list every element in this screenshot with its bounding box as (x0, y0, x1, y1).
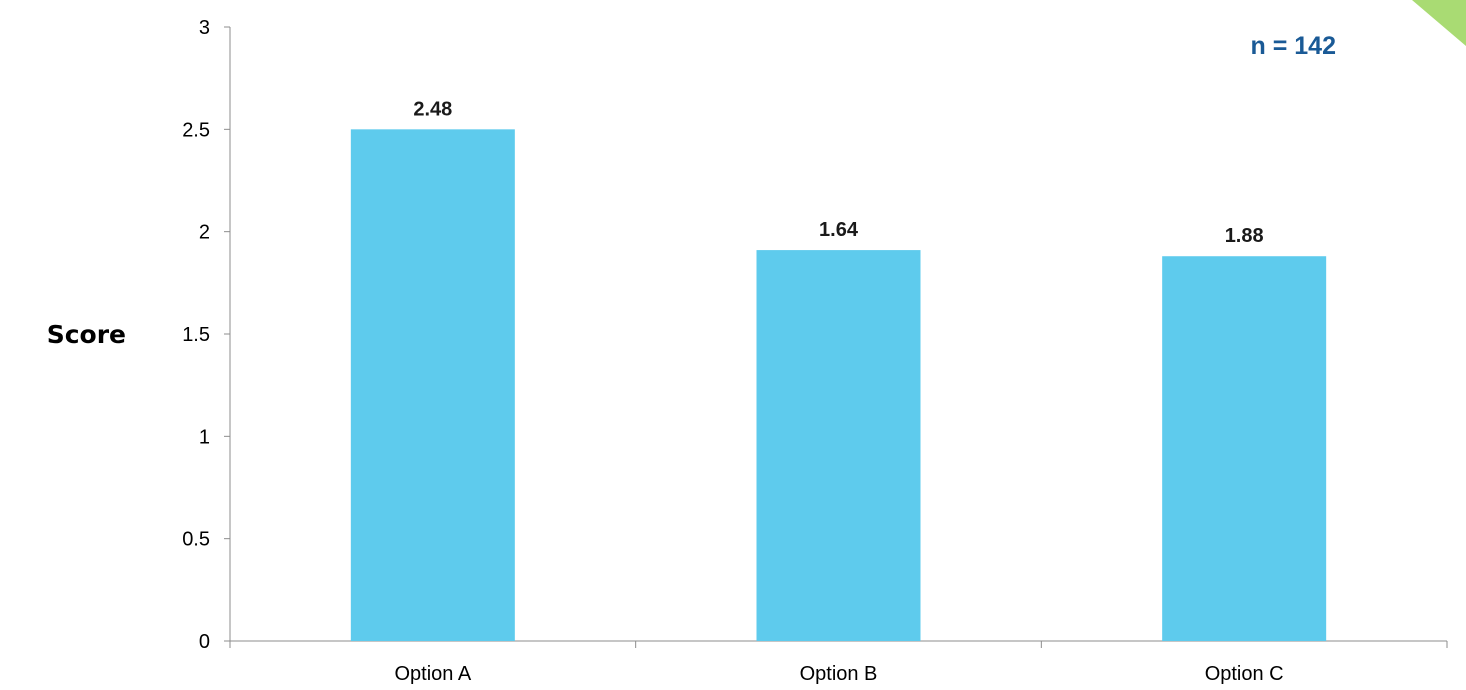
bar (1162, 256, 1327, 641)
corner-accent (1412, 0, 1466, 46)
y-tick-label: 0 (199, 631, 210, 653)
y-tick-label: 0.5 (182, 529, 210, 551)
bar (350, 129, 515, 642)
x-category-label: Option A (394, 663, 471, 685)
y-tick-label: 1.5 (182, 324, 210, 346)
y-tick-label: 1 (199, 426, 210, 448)
bar-value-label: 1.88 (1225, 225, 1264, 247)
bar-value-label: 2.48 (413, 98, 452, 120)
y-tick-label: 3 (199, 17, 210, 39)
bar-value-label: 1.64 (819, 219, 859, 241)
y-tick-label: 2 (199, 222, 210, 244)
y-tick-label: 2.5 (182, 119, 210, 141)
sample-size-annotation: n = 142 (1251, 32, 1336, 60)
y-axis-label: Score (47, 320, 126, 349)
bar (756, 250, 921, 641)
x-category-label: Option B (800, 663, 878, 685)
plot-area: 0 0.5 1 1.5 2 2.5 3 2.48 Option A 1.64 Option B 1.8… (182, 17, 1448, 685)
x-category-label: Option C (1205, 663, 1284, 685)
